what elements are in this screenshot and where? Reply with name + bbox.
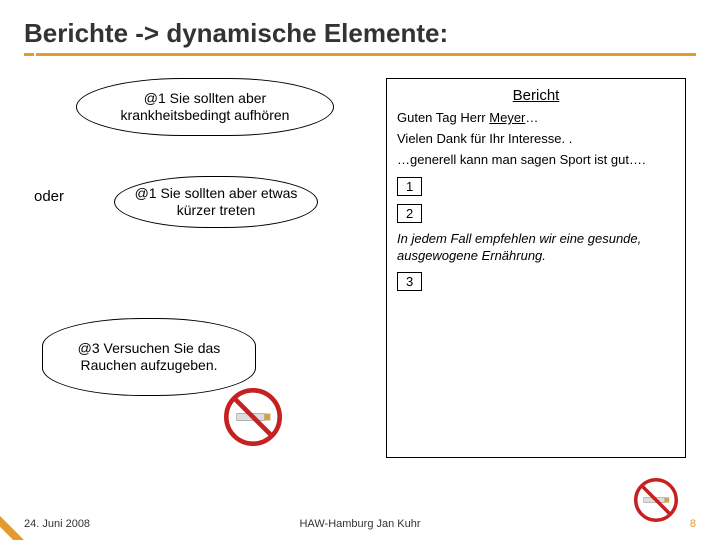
bericht-line-3: …generell kann man sagen Sport ist gut…. — [397, 152, 675, 169]
content-area: @1 Sie sollten aber krankheitsbedingt au… — [24, 78, 696, 498]
bericht-panel: Bericht Guten Tag Herr Meyer… Vielen Dan… — [386, 78, 686, 458]
oval-option-1: @1 Sie sollten aber krankheitsbedingt au… — [76, 78, 334, 136]
bericht-greeting: Guten Tag Herr — [397, 110, 489, 125]
title-underline — [24, 53, 696, 56]
footer-page-number: 8 — [690, 518, 696, 530]
oval-1-text: @1 Sie sollten aber krankheitsbedingt au… — [91, 90, 319, 125]
placeholder-box-3: 3 — [397, 272, 422, 291]
slide-title: Berichte -> dynamische Elemente: — [24, 18, 696, 49]
bericht-line-1: Guten Tag Herr Meyer… — [397, 110, 675, 127]
placeholder-box-2: 2 — [397, 204, 422, 223]
footer-center: HAW-Hamburg Jan Kuhr — [299, 518, 420, 530]
footer: 24. Juni 2008 HAW-Hamburg Jan Kuhr 8 — [24, 518, 696, 530]
footer-date: 24. Juni 2008 — [24, 518, 90, 530]
bericht-line-2: Vielen Dank für Ihr Interesse. . — [397, 131, 675, 148]
bericht-ellipsis-1: … — [525, 110, 538, 125]
no-smoking-icon-small — [634, 478, 678, 522]
bericht-name: Meyer — [489, 110, 525, 125]
placeholder-box-1: 1 — [397, 177, 422, 196]
oval-2-text: @1 Sie sollten aber etwas kürzer treten — [129, 185, 303, 220]
no-smoking-icon — [224, 388, 282, 446]
oval-option-3: @3 Versuchen Sie das Rauchen aufzugeben. — [42, 318, 256, 396]
oval-option-2: @1 Sie sollten aber etwas kürzer treten — [114, 176, 318, 228]
bericht-line-4: In jedem Fall empfehlen wir eine gesunde… — [397, 231, 675, 265]
oval-3-text: @3 Versuchen Sie das Rauchen aufzugeben. — [57, 340, 241, 375]
bericht-heading: Bericht — [397, 87, 675, 104]
label-oder: oder — [34, 188, 64, 205]
corner-decoration — [0, 516, 24, 540]
